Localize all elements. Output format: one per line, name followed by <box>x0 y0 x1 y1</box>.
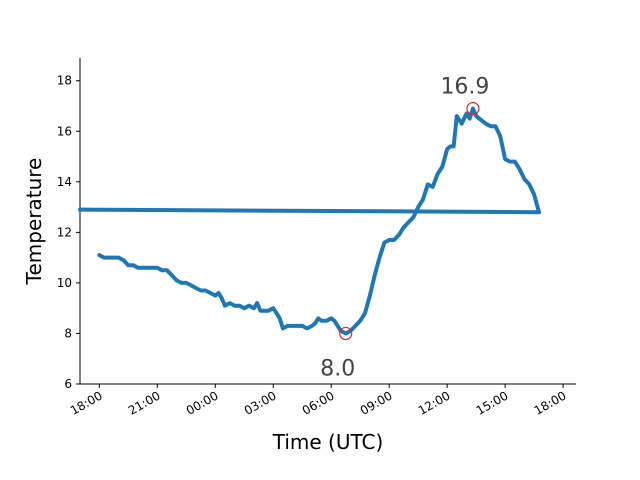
series-group <box>78 106 541 336</box>
x-tick-label: 12:00 <box>416 388 453 417</box>
y-tick-label: 10 <box>57 276 72 290</box>
y-tick-label: 8 <box>64 326 72 340</box>
y-axis-title: Temperature <box>22 158 46 286</box>
min-value-label: 8.0 <box>320 356 355 381</box>
axes: 6 8 10 12 14 16 18 18:00 21:00 00:00 03:00 06:00 09:… <box>57 58 576 418</box>
x-tick-label: 06:00 <box>300 388 337 417</box>
x-tick-label: 15:00 <box>474 388 511 417</box>
y-tick-label: 12 <box>57 225 72 239</box>
temperature-series-line <box>78 106 541 336</box>
min-marker <box>339 326 353 341</box>
x-tick-label: 03:00 <box>242 388 279 417</box>
max-value-label: 16.9 <box>440 75 489 100</box>
y-tick-label: 16 <box>57 124 72 138</box>
x-tick-label: 21:00 <box>126 388 163 417</box>
x-tick-label: 18:00 <box>68 388 105 417</box>
max-marker <box>466 101 480 116</box>
y-tick-label: 14 <box>57 175 72 189</box>
x-tick-label: 00:00 <box>184 388 221 417</box>
annotations-group: 8.0 16.9 <box>320 75 489 382</box>
y-tick-label: 18 <box>57 74 72 88</box>
x-tick-label: 18:00 <box>532 388 569 417</box>
y-tick-label: 6 <box>64 377 72 391</box>
x-axis-title: Time (UTC) <box>272 430 384 454</box>
x-tick-label: 09:00 <box>358 388 395 417</box>
